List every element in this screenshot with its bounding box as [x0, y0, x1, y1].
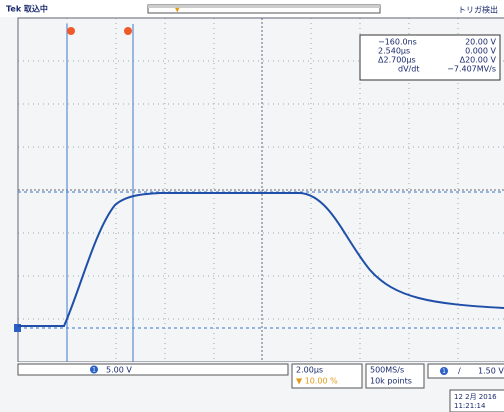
rate-value: −7.407MV/s — [447, 65, 496, 74]
cursor-volt-2: 0.000 V — [465, 47, 496, 56]
cursor-delta-time: Δ2.700µs — [378, 56, 416, 65]
volts-per-div: 5.00 V — [106, 366, 132, 375]
cursor-a-marker — [67, 27, 75, 35]
record-view — [148, 5, 380, 8]
date: 12 2月 2016 — [454, 393, 497, 401]
trigger-level: 1.50 V — [478, 367, 504, 376]
status: Tek 取込中 — [6, 4, 48, 14]
rate-label: dV/dt — [398, 65, 419, 74]
cursor-delta-volt: Δ20.00 V — [460, 56, 497, 65]
record-length: 10k points — [370, 377, 412, 386]
trigger-channel: 1 — [442, 368, 446, 375]
cursor-b-marker — [124, 27, 132, 35]
time: 11:21:14 — [454, 402, 486, 410]
cursor-time-1: −160.0ns — [378, 38, 417, 47]
trigger-position: ▼ 10.00 % — [296, 377, 338, 386]
channel-number: 1 — [92, 367, 96, 374]
cursor-time-2: 2.540µs — [378, 47, 410, 56]
trigger-status: トリガ検出 — [458, 5, 498, 15]
display: ▾ Tek 取込中 トリガ検出 −160.0ns 20.00 V 2.540µs… — [0, 0, 504, 412]
oscilloscope-screen: ▾ Tek 取込中 トリガ検出 −160.0ns 20.00 V 2.540µs… — [0, 0, 504, 412]
cursor-volt-1: 20.00 V — [465, 38, 496, 47]
trigger-marker: ▾ — [175, 6, 180, 16]
channel-box — [18, 364, 288, 375]
time-per-div: 2.00µs — [296, 366, 323, 375]
trigger-slope: / — [458, 367, 461, 376]
sample-rate: 500MS/s — [370, 366, 404, 375]
waveform — [18, 193, 504, 326]
